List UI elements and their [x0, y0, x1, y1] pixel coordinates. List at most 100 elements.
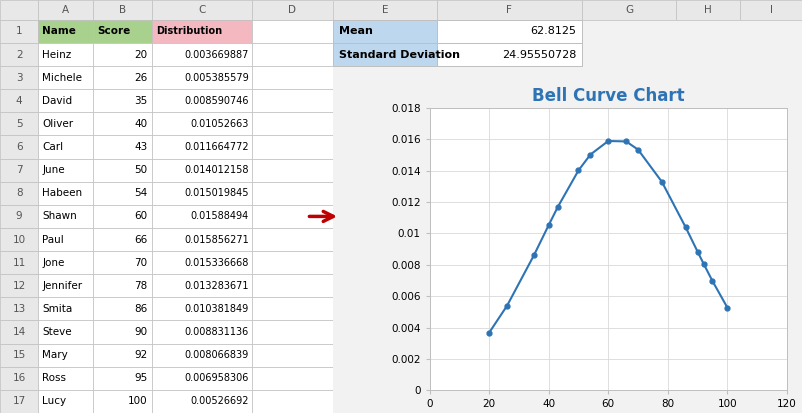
- Text: F: F: [506, 5, 512, 15]
- Bar: [38, 228, 93, 251]
- Title: Bell Curve Chart: Bell Curve Chart: [531, 87, 684, 105]
- Text: Distribution: Distribution: [156, 26, 221, 36]
- Text: Lucy: Lucy: [43, 396, 67, 406]
- Text: 40: 40: [135, 119, 148, 129]
- Text: 0.01052663: 0.01052663: [190, 119, 249, 129]
- Bar: [38, 182, 93, 205]
- Text: 0.015856271: 0.015856271: [184, 235, 249, 244]
- Text: Jone: Jone: [43, 258, 65, 268]
- Text: 0.010381849: 0.010381849: [184, 304, 249, 314]
- Bar: [152, 367, 251, 390]
- Text: 50: 50: [135, 165, 148, 175]
- Bar: [251, 112, 333, 135]
- Text: 92: 92: [134, 350, 148, 360]
- Text: 0.008590746: 0.008590746: [184, 96, 249, 106]
- Text: 5: 5: [16, 119, 22, 129]
- Text: Carl: Carl: [43, 142, 63, 152]
- Bar: [38, 390, 93, 413]
- Text: 0.003669887: 0.003669887: [184, 50, 249, 59]
- Bar: [675, 0, 739, 20]
- Text: 20: 20: [135, 50, 148, 59]
- Bar: [38, 20, 93, 43]
- Text: D: D: [288, 5, 296, 15]
- Text: Oliver: Oliver: [43, 119, 73, 129]
- Bar: [436, 20, 581, 43]
- Bar: [93, 43, 152, 66]
- Text: 95: 95: [134, 373, 148, 383]
- Bar: [152, 297, 251, 320]
- Bar: [0, 251, 38, 274]
- Bar: [436, 0, 581, 20]
- Bar: [152, 159, 251, 182]
- Bar: [152, 66, 251, 89]
- Bar: [152, 182, 251, 205]
- Bar: [152, 390, 251, 413]
- Bar: [251, 159, 333, 182]
- Text: 54: 54: [134, 188, 148, 198]
- Text: 86: 86: [134, 304, 148, 314]
- Text: 0.015019845: 0.015019845: [184, 188, 249, 198]
- Bar: [152, 274, 251, 297]
- Bar: [0, 159, 38, 182]
- Text: A: A: [63, 5, 69, 15]
- Bar: [0, 66, 38, 89]
- Bar: [0, 43, 38, 66]
- Text: 90: 90: [135, 327, 148, 337]
- Bar: [152, 251, 251, 274]
- Text: 35: 35: [134, 96, 148, 106]
- Bar: [152, 205, 251, 228]
- Bar: [93, 320, 152, 344]
- Text: 4: 4: [16, 96, 22, 106]
- Bar: [38, 205, 93, 228]
- Text: Mean: Mean: [338, 26, 372, 36]
- Bar: [38, 251, 93, 274]
- Text: 0.01588494: 0.01588494: [190, 211, 249, 221]
- Bar: [251, 20, 333, 43]
- Text: 0.00526692: 0.00526692: [190, 396, 249, 406]
- Bar: [93, 89, 152, 112]
- Text: 16: 16: [13, 373, 26, 383]
- Bar: [251, 89, 333, 112]
- Text: 66: 66: [134, 235, 148, 244]
- Bar: [251, 43, 333, 66]
- Text: 12: 12: [13, 281, 26, 291]
- Text: 15: 15: [13, 350, 26, 360]
- Text: 70: 70: [135, 258, 148, 268]
- Text: C: C: [197, 5, 205, 15]
- Bar: [93, 274, 152, 297]
- Bar: [0, 228, 38, 251]
- Bar: [333, 20, 436, 43]
- Bar: [93, 159, 152, 182]
- Bar: [0, 344, 38, 367]
- Bar: [739, 0, 802, 20]
- Bar: [152, 0, 251, 20]
- Bar: [152, 228, 251, 251]
- Bar: [251, 367, 333, 390]
- Text: Ross: Ross: [43, 373, 67, 383]
- Bar: [93, 297, 152, 320]
- Bar: [38, 112, 93, 135]
- Text: 17: 17: [13, 396, 26, 406]
- Bar: [93, 182, 152, 205]
- Bar: [0, 112, 38, 135]
- Bar: [0, 0, 38, 20]
- Bar: [93, 228, 152, 251]
- Bar: [0, 205, 38, 228]
- Text: I: I: [769, 5, 772, 15]
- Text: 78: 78: [134, 281, 148, 291]
- Bar: [93, 66, 152, 89]
- Bar: [38, 0, 93, 20]
- Text: B: B: [119, 5, 126, 15]
- Text: Paul: Paul: [43, 235, 64, 244]
- Text: Standard Deviation: Standard Deviation: [338, 50, 460, 59]
- Bar: [38, 159, 93, 182]
- Bar: [251, 228, 333, 251]
- Bar: [38, 297, 93, 320]
- Bar: [436, 43, 581, 66]
- Text: 60: 60: [135, 211, 148, 221]
- Bar: [93, 251, 152, 274]
- Text: 9: 9: [16, 211, 22, 221]
- Bar: [0, 390, 38, 413]
- Text: 0.015336668: 0.015336668: [184, 258, 249, 268]
- Text: 3: 3: [16, 73, 22, 83]
